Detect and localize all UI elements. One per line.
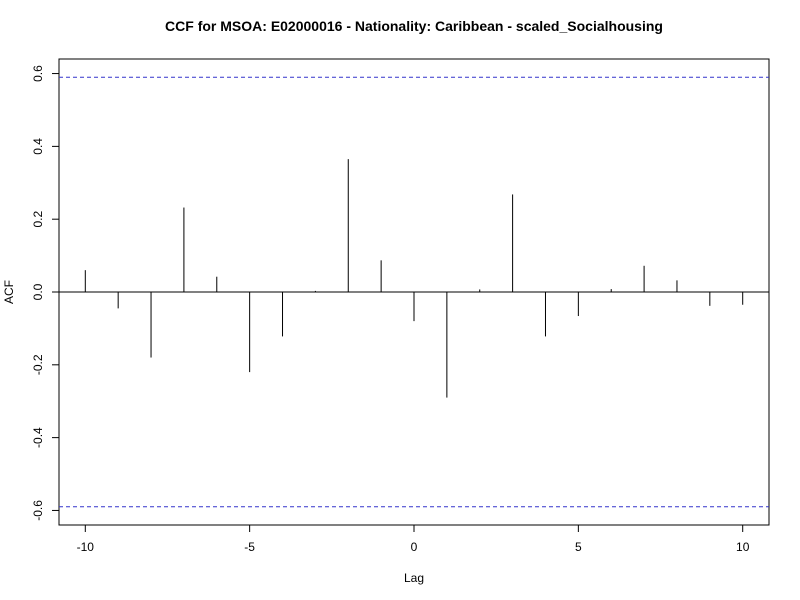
- y-tick-label: -0.4: [31, 427, 45, 448]
- chart-title: CCF for MSOA: E02000016 - Nationality: C…: [165, 18, 663, 34]
- x-tick-label: -5: [244, 540, 255, 554]
- y-tick-label: -0.6: [31, 500, 45, 521]
- y-tick-label: 0.0: [31, 283, 45, 300]
- x-tick-label: 0: [411, 540, 418, 554]
- plot-area: -10 -5 0 5 10 -0.6 -0.4 -0.2 0.0 0.2 0.4 0.6: [31, 65, 769, 554]
- x-tick-label: -10: [77, 540, 95, 554]
- y-tick-label: 0.6: [31, 65, 45, 82]
- y-tick-label: -0.2: [31, 354, 45, 375]
- x-tick-label: 10: [736, 540, 750, 554]
- y-tick-label: 0.2: [31, 211, 45, 228]
- y-axis-label: ACF: [2, 280, 16, 304]
- x-tick-label: 5: [575, 540, 582, 554]
- x-axis-label: Lag: [404, 571, 424, 585]
- y-tick-label: 0.4: [31, 138, 45, 155]
